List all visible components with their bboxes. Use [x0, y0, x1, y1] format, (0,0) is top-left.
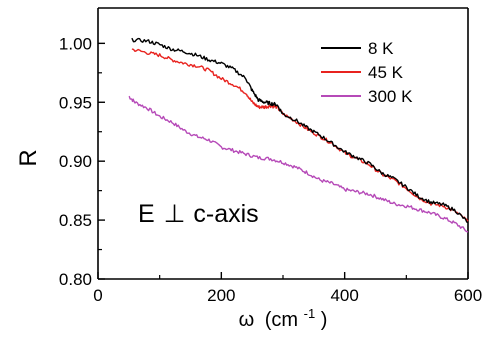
x-axis-title: ω (cm -1 ): [239, 301, 328, 331]
ticks-group: 0 200 400 600 0.80 0.85 0.90 0.95 1.00: [59, 34, 482, 305]
annotation-perp-symbol: ⊥: [164, 200, 186, 228]
x-tick-label: 0: [93, 286, 102, 305]
x-axis-unit-exp: -1: [304, 306, 316, 321]
x-axis-symbol: ω: [239, 309, 255, 331]
legend-label-300-k: 300 K: [368, 87, 413, 106]
y-tick-label: 0.95: [59, 93, 92, 112]
x-axis-unit-close: ): [321, 309, 328, 331]
annotation-suffix: c-axis: [193, 200, 258, 228]
series-line-300-k: [128, 95, 469, 233]
y-tick-label: 0.90: [59, 152, 92, 171]
y-tick-label: 0.80: [59, 270, 92, 289]
x-axis-unit-base: (cm: [265, 309, 298, 331]
legend-label-8-k: 8 K: [368, 39, 394, 58]
annotation-prefix: E: [138, 200, 155, 228]
x-tick-label: 200: [207, 286, 235, 305]
series-line-45-k: [131, 48, 469, 222]
legend: 8 K 45 K 300 K: [321, 39, 413, 106]
x-tick-label: 400: [330, 286, 358, 305]
y-tick-label: 0.85: [59, 211, 92, 230]
polarization-annotation: E ⊥ c-axis: [138, 200, 259, 228]
legend-label-45-k: 45 K: [368, 63, 404, 82]
y-tick-label: 1.00: [59, 34, 92, 53]
y-axis-title: R: [15, 149, 42, 166]
x-tick-label: 600: [454, 286, 482, 305]
series-line-8-k: [131, 37, 469, 224]
series-group: [128, 37, 469, 233]
plot-area: 0 200 400 600 0.80 0.85 0.90 0.95 1.00: [59, 7, 482, 305]
